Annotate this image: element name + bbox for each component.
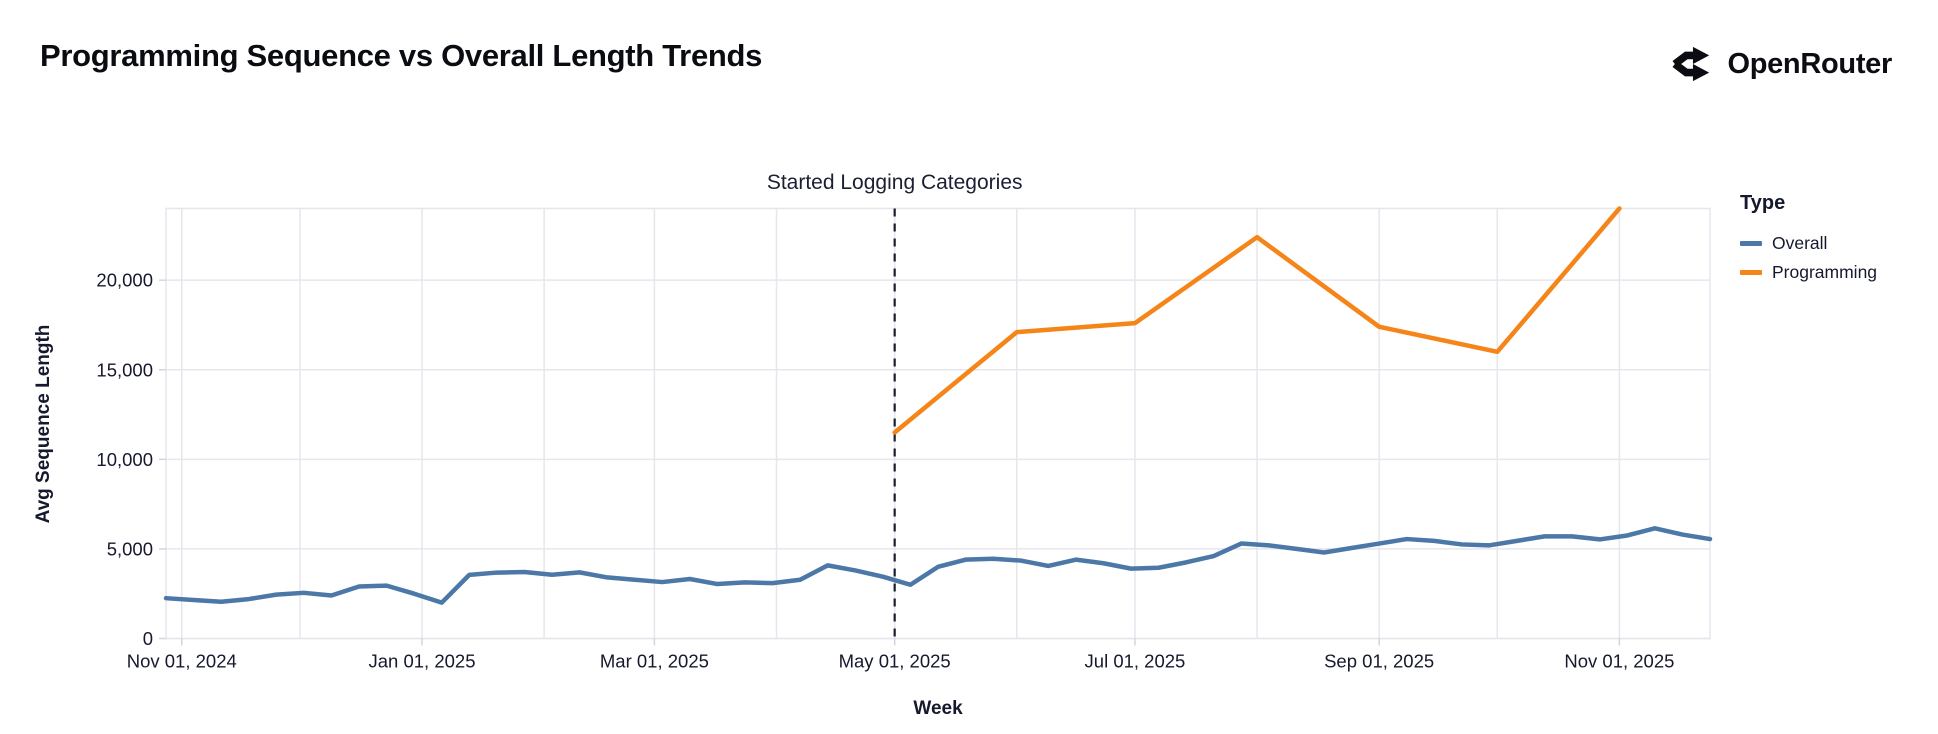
legend-label-programming: Programming <box>1772 262 1878 282</box>
y-tick-label: 5,000 <box>107 538 153 559</box>
x-tick-label: Nov 01, 2025 <box>1564 651 1674 672</box>
x-tick-label: Jul 01, 2025 <box>1085 651 1186 672</box>
programming-line-swatch <box>1740 270 1762 275</box>
x-tick-label: May 01, 2025 <box>839 651 951 672</box>
legend-item-programming: Programming <box>1740 258 1877 287</box>
series-line-programming <box>892 206 1622 435</box>
x-tick-label: Nov 01, 2024 <box>127 651 237 672</box>
x-axis-title: Week <box>913 698 963 719</box>
page-title: Programming Sequence vs Overall Length T… <box>40 38 763 73</box>
plot-border <box>165 207 1711 640</box>
series-line-overall <box>163 526 1713 605</box>
y-axis-title: Avg Sequence Length <box>33 324 54 524</box>
openrouter-brand: OpenRouter <box>1671 42 1892 86</box>
x-tick-label: Jan 01, 2025 <box>369 651 476 672</box>
y-tick-label: 0 <box>143 628 153 649</box>
x-tick-label: Sep 01, 2025 <box>1324 651 1434 672</box>
overall-line-swatch <box>1740 241 1762 246</box>
brand-name: OpenRouter <box>1727 47 1892 80</box>
y-tick-label: 15,000 <box>96 359 153 380</box>
annotation-label: Started Logging Categories <box>766 171 1023 194</box>
legend: Type Overall Programming <box>1740 192 1877 287</box>
legend-item-overall: Overall <box>1740 229 1877 258</box>
legend-title: Type <box>1740 192 1786 214</box>
x-tick-label: Mar 01, 2025 <box>600 651 709 672</box>
y-tick-label: 20,000 <box>96 270 153 291</box>
y-tick-label: 10,000 <box>96 449 153 470</box>
legend-label-overall: Overall <box>1772 233 1828 253</box>
openrouter-logo-icon <box>1671 42 1713 86</box>
